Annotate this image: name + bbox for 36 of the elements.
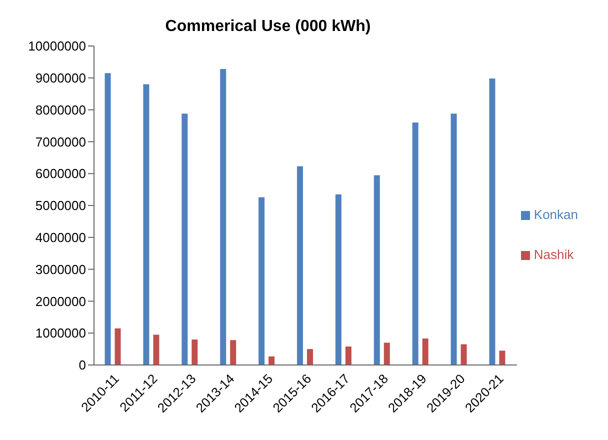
y-tick-label: 7000000 [35,134,86,150]
bar [306,349,313,365]
bar [345,346,352,365]
legend-label: Nashik [534,247,574,262]
y-tick-label: 0 [78,358,86,373]
legend-label: Konkan [534,207,578,222]
bar [230,340,236,365]
bar [450,114,457,365]
bar [384,342,390,365]
bar [104,73,111,365]
y-tick-label: 3000000 [35,262,86,277]
bar [258,197,265,365]
bar [143,84,150,365]
y-tick-label: 10000000 [28,38,86,54]
bar [489,78,496,365]
y-tick-label: 8000000 [35,102,86,118]
y-tick-label: 2000000 [35,294,86,309]
bar [412,122,418,365]
bar [114,328,121,365]
bar [374,175,380,365]
y-tick-label: 9000000 [35,70,86,86]
bar [296,166,303,365]
bar [268,356,275,365]
bar [220,68,226,365]
y-tick-label: 1000000 [35,326,86,341]
bar [460,344,467,365]
y-tick-label: 6000000 [35,166,86,182]
bar [335,194,342,365]
bar [153,334,160,365]
y-tick-label: 5000000 [35,198,86,214]
chart-title: Commerical Use (000 kWh) [164,18,372,36]
y-tick-label: 4000000 [35,230,86,246]
bar [499,350,506,365]
bar [422,338,428,365]
bar [182,114,188,365]
bar [192,339,198,365]
